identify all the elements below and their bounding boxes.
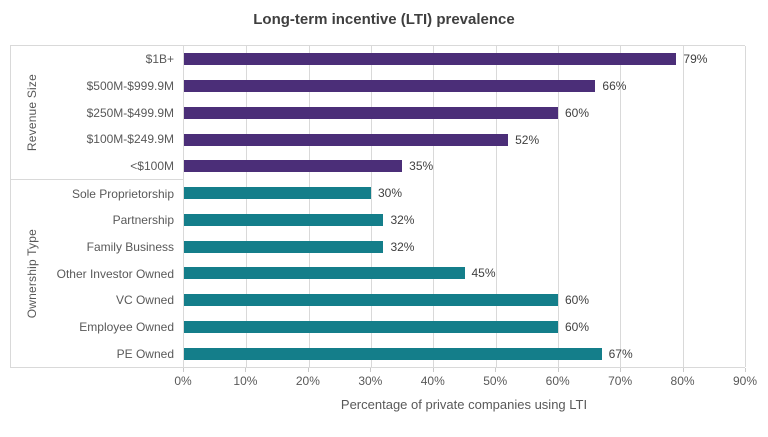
bar [184, 53, 677, 66]
category-label: Other Investor Owned [56, 266, 174, 281]
axis-tick [432, 368, 434, 372]
gridline [682, 46, 684, 367]
value-label: 32% [390, 239, 415, 254]
bar-row: 30% [184, 180, 745, 207]
x-tick-label: 10% [233, 374, 258, 388]
group-label: Revenue Size [11, 46, 53, 179]
bar [184, 240, 384, 253]
category-label: $100M-$249.9M [86, 132, 174, 147]
x-tick-labels: 0% 10% 20% 30% 40% 50% 60% 70% 80% 90% [174, 374, 757, 389]
axis-tick [245, 368, 247, 372]
bar [184, 213, 384, 226]
bar-row: 45% [184, 260, 745, 287]
x-tick-label: 30% [358, 374, 383, 388]
value-label: 35% [409, 159, 434, 174]
axis-group-ownership-type: Ownership Type Sole Proprietorship Partner… [11, 179, 183, 367]
axis-tick [557, 368, 559, 372]
gridline [495, 46, 497, 367]
category-label: Sole Proprietorship [71, 186, 174, 201]
bar-row: 60% [184, 100, 745, 127]
x-tick-label: 20% [295, 374, 320, 388]
gridline [371, 46, 372, 367]
x-tick-label: 60% [545, 374, 570, 388]
x-tick-label: 0% [174, 374, 192, 388]
bar-row: 67% [184, 340, 745, 367]
axis-tick [370, 368, 372, 372]
value-label: 60% [564, 105, 590, 120]
value-label: 45% [471, 266, 496, 281]
bar-row: 32% [184, 207, 745, 234]
axis-group-revenue-size: Revenue Size $1B+ $500M-$999.9M $250M-$499.… [11, 46, 183, 179]
axis-tick [682, 368, 684, 372]
axis-tick [307, 368, 309, 372]
category-label: VC Owned [115, 293, 174, 308]
group-label-text: Ownership Type [25, 229, 39, 319]
value-label: 32% [390, 212, 415, 227]
axis-tick [745, 368, 746, 372]
bar [184, 320, 558, 333]
bar [184, 133, 509, 146]
gridline [433, 46, 435, 367]
value-label: 67% [608, 346, 633, 361]
category-label: PE Owned [116, 346, 174, 361]
value-label: 60% [564, 293, 590, 308]
axis-tick [495, 368, 497, 372]
gridline [745, 46, 746, 367]
bar-row: 60% [184, 287, 745, 314]
value-label: 60% [564, 319, 590, 334]
axis-tick [620, 368, 622, 372]
group-label-text: Revenue Size [25, 74, 39, 152]
axis-tick [183, 368, 184, 372]
category-label: $1B+ [145, 52, 174, 67]
bar [184, 267, 465, 280]
category-label: Partnership [112, 213, 174, 228]
bar [184, 347, 602, 360]
category-label: $250M-$499.9M [86, 105, 174, 120]
value-label: 66% [602, 79, 627, 94]
bar-row: 35% [184, 153, 745, 180]
category-label: Employee Owned [79, 320, 174, 335]
x-tick-label: 50% [483, 374, 508, 388]
bar [184, 160, 403, 173]
x-tick-label: 40% [420, 374, 445, 388]
bar-row: 60% [184, 314, 745, 341]
x-tick-label: 80% [670, 374, 695, 388]
bar [184, 294, 558, 307]
chart-title: Long-term incentive (LTI) prevalence [253, 11, 515, 28]
gridline [620, 46, 622, 367]
gridline [308, 46, 310, 367]
value-label: 79% [683, 52, 708, 67]
x-axis-title: Percentage of private companies using LT… [340, 397, 588, 412]
gridline [558, 46, 559, 367]
gridline [246, 46, 248, 367]
group-label: Ownership Type [11, 180, 53, 367]
category-label: $500M-$999.9M [86, 79, 174, 93]
bar [184, 106, 558, 119]
x-tick-label: 90% [732, 374, 758, 388]
bar-row: 66% [184, 73, 745, 100]
bar-row: 52% [184, 126, 745, 153]
value-label: 30% [377, 186, 403, 201]
value-label: 52% [515, 132, 540, 147]
x-tick-label: 70% [608, 374, 633, 388]
chart-body: Revenue Size $1B+ $500M-$999.9M $250M-$499.… [10, 45, 746, 368]
category-axis: Revenue Size $1B+ $500M-$999.9M $250M-$499.… [10, 45, 183, 368]
plot-area: 79% 66% 60% 52% 35% 30% 32% 32% 45% 60% 60% 67% [183, 45, 746, 368]
bar [184, 80, 596, 93]
bar [184, 187, 371, 200]
category-label: <$100M [130, 159, 174, 174]
category-label: Family Business [86, 240, 174, 254]
bar-row: 79% [184, 46, 745, 73]
x-axis-ticks [183, 368, 746, 373]
bar-row: 32% [184, 233, 745, 260]
